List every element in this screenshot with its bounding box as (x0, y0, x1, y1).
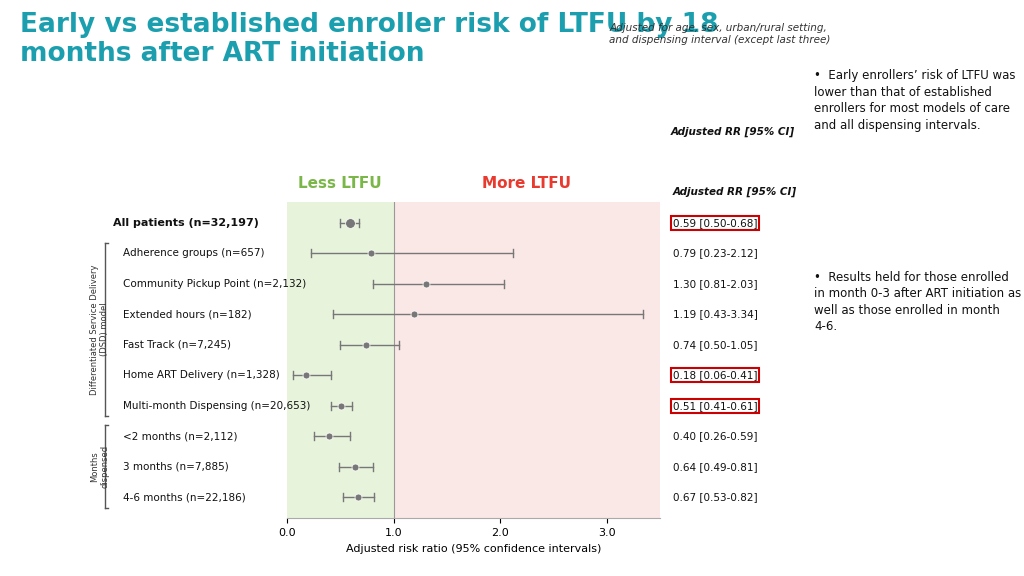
Text: Adjusted RR [95% CI]: Adjusted RR [95% CI] (673, 187, 797, 197)
Text: 0.59 [0.50-0.68]: 0.59 [0.50-0.68] (673, 218, 757, 228)
Text: Early vs established enroller risk of LTFU by 18
months after ART initiation: Early vs established enroller risk of LT… (20, 12, 719, 66)
Text: 1.19 [0.43-3.34]: 1.19 [0.43-3.34] (673, 309, 758, 319)
Text: 0.74 [0.50-1.05]: 0.74 [0.50-1.05] (673, 340, 757, 350)
Text: Extended hours (n=182): Extended hours (n=182) (123, 309, 252, 319)
Text: 3 months (n=7,885): 3 months (n=7,885) (123, 461, 228, 472)
Text: 0.67 [0.53-0.82]: 0.67 [0.53-0.82] (673, 492, 757, 502)
Text: Fast Track (n=7,245): Fast Track (n=7,245) (123, 340, 230, 350)
Text: 0.79 [0.23-2.12]: 0.79 [0.23-2.12] (673, 248, 758, 259)
Bar (287, 202, 393, 518)
Text: Multi-month Dispensing (n=20,653): Multi-month Dispensing (n=20,653) (123, 401, 310, 411)
X-axis label: Adjusted risk ratio (95% confidence intervals): Adjusted risk ratio (95% confidence inte… (346, 544, 601, 554)
Text: •  Early enrollers’ risk of LTFU was lower than that of established enrollers fo: • Early enrollers’ risk of LTFU was lowe… (814, 69, 1016, 132)
Text: Community Pickup Point (n=2,132): Community Pickup Point (n=2,132) (123, 279, 306, 289)
Text: 1.30 [0.81-2.03]: 1.30 [0.81-2.03] (673, 279, 757, 289)
Text: Less LTFU: Less LTFU (298, 176, 382, 191)
Text: Adjusted for age, sex, urban/rural setting,
and dispensing interval (except last: Adjusted for age, sex, urban/rural setti… (609, 23, 830, 46)
Text: Months
dispensed: Months dispensed (90, 445, 109, 488)
Text: 0.40 [0.26-0.59]: 0.40 [0.26-0.59] (673, 431, 757, 441)
Text: More LTFU: More LTFU (482, 176, 571, 191)
Bar (393, 202, 660, 518)
Text: 0.18 [0.06-0.41]: 0.18 [0.06-0.41] (673, 370, 757, 380)
Text: All patients (n=32,197): All patients (n=32,197) (113, 218, 258, 228)
Text: •  Results held for those enrolled in month 0-3 after ART initiation as well as : • Results held for those enrolled in mon… (814, 271, 1021, 334)
Text: <2 months (n=2,112): <2 months (n=2,112) (123, 431, 238, 441)
Text: 0.64 [0.49-0.81]: 0.64 [0.49-0.81] (673, 461, 757, 472)
Text: Home ART Delivery (n=1,328): Home ART Delivery (n=1,328) (123, 370, 280, 380)
Text: Adherence groups (n=657): Adherence groups (n=657) (123, 248, 264, 259)
Text: 4-6 months (n=22,186): 4-6 months (n=22,186) (123, 492, 246, 502)
Text: Differentiated Service Delivery
(DSD) model: Differentiated Service Delivery (DSD) mo… (90, 264, 109, 395)
Text: Adjusted RR [95% CI]: Adjusted RR [95% CI] (671, 127, 795, 137)
Text: 0.51 [0.41-0.61]: 0.51 [0.41-0.61] (673, 401, 757, 411)
